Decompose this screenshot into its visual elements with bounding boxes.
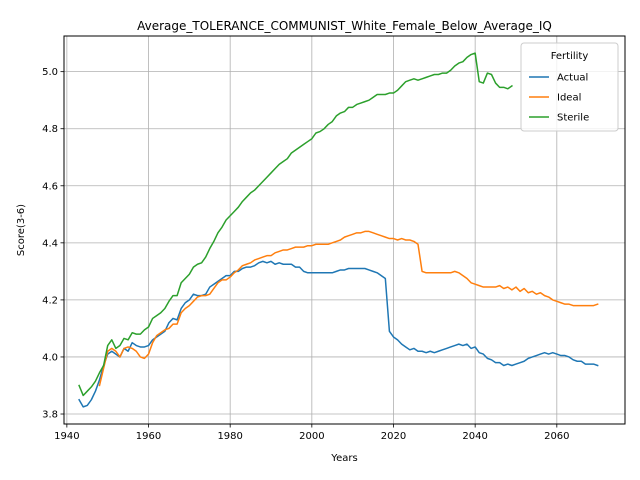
legend-title: Fertility — [551, 51, 589, 62]
y-tick-label: 5.0 — [42, 67, 58, 78]
y-tick-label: 4.2 — [42, 295, 58, 306]
series-line-ideal — [98, 230, 599, 387]
x-axis-label: Years — [330, 453, 357, 464]
y-tick-label: 4.4 — [42, 238, 58, 249]
legend: Fertility Actual Ideal Sterile — [520, 42, 619, 132]
x-tick-label: 2020 — [381, 431, 406, 442]
y-tick-label: 4.0 — [42, 352, 58, 363]
legend-box — [520, 42, 619, 132]
y-axis: 3.8 4.0 4.2 4.4 4.6 4.8 5.0 — [42, 67, 64, 421]
x-tick-label: 2040 — [462, 431, 487, 442]
legend-entries: Actual Ideal Sterile — [529, 73, 589, 124]
x-tick-label: 1960 — [136, 431, 161, 442]
x-tick-label: 1940 — [54, 431, 79, 442]
x-tick-label: 2060 — [544, 431, 569, 442]
grid — [64, 36, 625, 424]
plot-lines — [78, 52, 599, 408]
series-line-sterile — [78, 52, 513, 397]
legend-label-actual: Actual — [557, 73, 588, 84]
x-tick-label: 2000 — [299, 431, 324, 442]
legend-label-sterile: Sterile — [557, 113, 589, 124]
legend-label-ideal: Ideal — [557, 93, 581, 104]
x-tick-label: 1980 — [217, 431, 242, 442]
chart-title: Average_TOLERANCE_COMMUNIST_White_Female… — [137, 19, 552, 33]
y-tick-label: 3.8 — [42, 410, 58, 421]
y-tick-label: 4.6 — [42, 181, 58, 192]
y-axis-label: Score(3-6) — [16, 204, 27, 256]
x-axis: 1940 1960 1980 2000 2020 2040 2060 — [54, 424, 570, 442]
plot-frame — [63, 35, 626, 425]
y-tick-label: 4.8 — [42, 124, 58, 135]
